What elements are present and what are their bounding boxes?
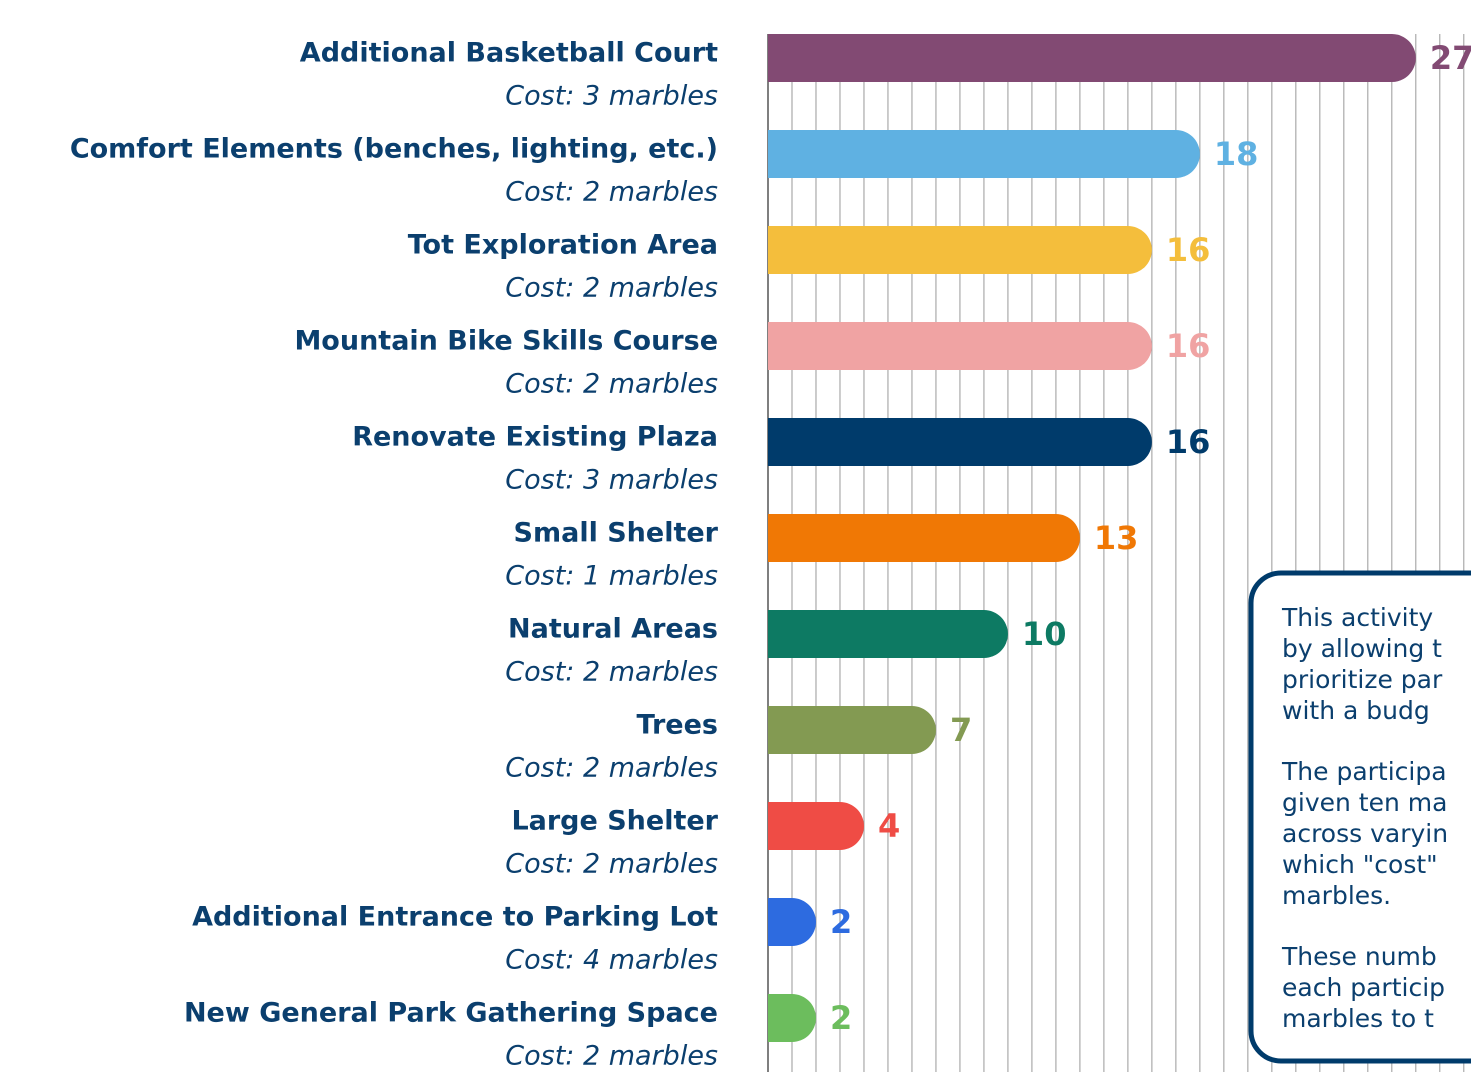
category-label: Additional Basketball Court <box>300 38 718 69</box>
note-text: by allowing t <box>1282 634 1442 663</box>
note-text: which "cost" <box>1282 850 1438 879</box>
value-label: 10 <box>1022 615 1067 653</box>
category-label: Trees <box>637 710 718 741</box>
note-text: across varyin <box>1282 819 1448 848</box>
note-text: given ten ma <box>1282 788 1447 817</box>
value-label: 13 <box>1094 519 1139 557</box>
note-text: The participa <box>1281 757 1447 786</box>
value-label: 27 <box>1430 39 1471 77</box>
value-label: 18 <box>1214 135 1259 173</box>
note-text: prioritize par <box>1282 665 1443 694</box>
bar <box>768 226 1152 274</box>
category-label: Additional Entrance to Parking Lot <box>192 902 718 933</box>
category-label: Small Shelter <box>514 518 719 549</box>
bar <box>768 898 816 946</box>
category-cost: Cost: 2 marbles <box>505 177 718 208</box>
category-label: Mountain Bike Skills Course <box>294 326 718 357</box>
bar <box>768 130 1200 178</box>
category-cost: Cost: 3 marbles <box>505 81 718 112</box>
category-cost: Cost: 4 marbles <box>505 945 718 976</box>
category-cost: Cost: 2 marbles <box>505 753 718 784</box>
note-text: marbles to t <box>1282 1004 1434 1033</box>
note-text: each particip <box>1282 973 1445 1002</box>
category-cost: Cost: 2 marbles <box>505 849 718 880</box>
note-text: with a budg <box>1282 696 1430 725</box>
category-label: Renovate Existing Plaza <box>352 422 718 453</box>
note-text: This activity <box>1281 603 1433 632</box>
bar <box>768 994 816 1042</box>
bar <box>768 802 864 850</box>
note-text: These numb <box>1281 942 1437 971</box>
note-text: marbles. <box>1282 881 1391 910</box>
category-label: Comfort Elements (benches, lighting, etc… <box>70 134 718 165</box>
bar <box>768 514 1080 562</box>
category-label: Natural Areas <box>508 614 718 645</box>
value-label: 16 <box>1166 423 1211 461</box>
category-cost: Cost: 1 marbles <box>505 561 718 592</box>
value-label: 4 <box>878 807 900 845</box>
bar <box>768 610 1008 658</box>
bar <box>768 322 1152 370</box>
category-label: Tot Exploration Area <box>408 230 718 261</box>
category-cost: Cost: 3 marbles <box>505 465 718 496</box>
value-label: 7 <box>950 711 972 749</box>
category-label: New General Park Gathering Space <box>184 998 718 1029</box>
value-label: 16 <box>1166 231 1211 269</box>
category-cost: Cost: 2 marbles <box>505 273 718 304</box>
value-label: 2 <box>830 903 852 941</box>
value-label: 16 <box>1166 327 1211 365</box>
bar <box>768 34 1416 82</box>
value-label: 2 <box>830 999 852 1037</box>
category-cost: Cost: 2 marbles <box>505 657 718 688</box>
note-box <box>1248 570 1471 1064</box>
bar <box>768 418 1152 466</box>
category-cost: Cost: 2 marbles <box>505 1041 718 1072</box>
category-label: Large Shelter <box>511 806 718 837</box>
bar <box>768 706 936 754</box>
category-cost: Cost: 2 marbles <box>505 369 718 400</box>
